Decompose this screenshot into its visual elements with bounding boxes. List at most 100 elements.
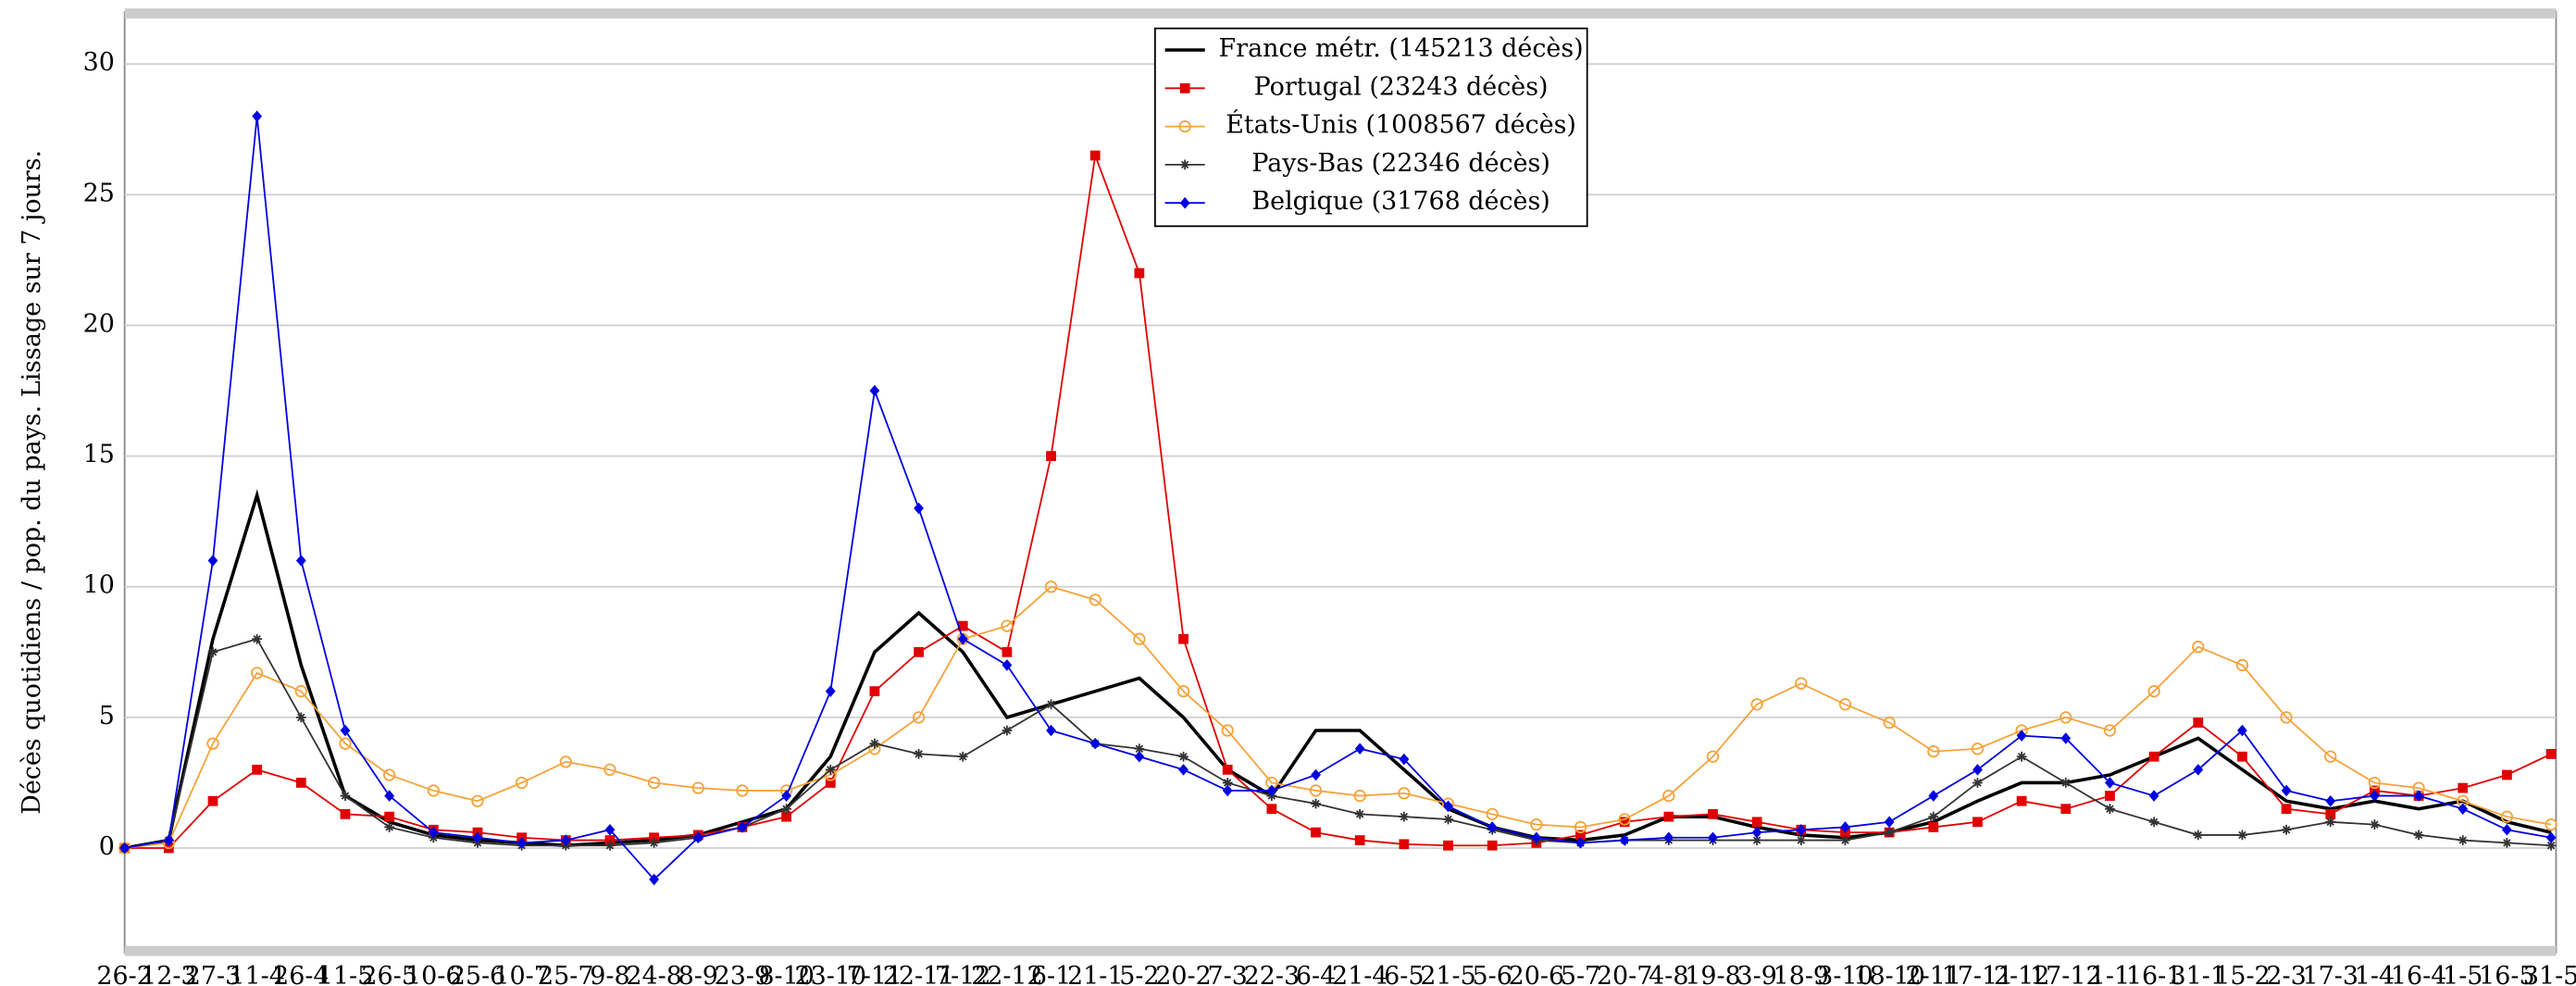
marker — [1972, 778, 1983, 788]
y-tick-label: 25 — [83, 179, 115, 207]
marker — [251, 667, 264, 680]
marker — [2368, 776, 2382, 790]
marker — [1575, 830, 1586, 841]
series — [118, 580, 2557, 855]
marker — [206, 737, 219, 750]
marker — [1751, 817, 1762, 828]
x-tick-label: 22-11 — [883, 962, 955, 986]
x-tick-label: 6-5 — [1384, 962, 1424, 986]
x-tick-label: 17-12 — [2030, 962, 2102, 986]
marker — [1971, 743, 1985, 755]
marker — [472, 831, 483, 844]
marker — [647, 776, 661, 790]
marker — [869, 686, 880, 697]
series-line — [124, 489, 2552, 850]
marker — [1133, 632, 1146, 645]
marker — [2500, 810, 2514, 823]
y-tick-label: 15 — [83, 441, 115, 469]
marker — [1795, 677, 1808, 690]
marker — [207, 795, 218, 806]
marker — [1618, 813, 1631, 826]
marker — [119, 842, 131, 855]
marker — [2545, 818, 2557, 831]
marker — [2325, 808, 2336, 819]
x-tick-label: 10-6 — [405, 962, 461, 986]
x-tick-label: 23-10 — [794, 962, 866, 986]
x-tick-label: 4-8 — [1649, 962, 1688, 986]
x-tick-label: 6-4 — [1296, 962, 1336, 986]
marker — [2060, 778, 2072, 788]
marker — [737, 821, 748, 833]
marker — [2237, 830, 2247, 841]
marker — [1706, 750, 1720, 763]
marker — [1222, 778, 1233, 788]
marker — [2502, 838, 2512, 848]
marker — [825, 685, 836, 697]
marker — [736, 784, 749, 797]
x-tick-label: 12-3 — [141, 962, 196, 986]
marker — [604, 835, 616, 845]
marker — [1972, 764, 1983, 776]
marker — [1354, 835, 1365, 845]
marker — [781, 811, 791, 822]
marker — [252, 633, 263, 644]
marker — [252, 764, 263, 775]
marker — [604, 823, 616, 836]
marker — [1928, 822, 1939, 832]
x-tick-label: 22-3 — [1244, 962, 1300, 986]
marker — [1178, 633, 1188, 644]
marker — [1927, 744, 1940, 758]
marker — [1708, 831, 1718, 844]
marker — [471, 794, 484, 807]
marker — [340, 724, 351, 737]
marker — [1928, 811, 1939, 822]
marker — [1398, 787, 1411, 800]
marker — [1487, 840, 1498, 851]
marker — [2281, 824, 2292, 835]
marker — [1178, 119, 1191, 133]
marker — [1530, 818, 1543, 831]
marker — [1884, 827, 1895, 838]
x-tick-label: 16-5 — [2479, 962, 2534, 986]
marker — [1574, 820, 1587, 834]
marker — [1662, 789, 1675, 803]
marker — [1176, 685, 1190, 698]
marker — [2060, 711, 2072, 724]
marker — [825, 764, 836, 775]
x-tick-label: 26-5 — [361, 962, 417, 986]
x-tick-label: 11-4 — [229, 962, 284, 986]
marker — [384, 811, 395, 822]
marker — [1134, 743, 1145, 755]
marker — [1178, 764, 1188, 776]
x-tick-label: 17-3 — [2303, 962, 2358, 986]
marker — [1311, 798, 1321, 809]
x-tick-label: 27-3 — [185, 962, 241, 986]
x-tick-label: 26-2 — [96, 962, 152, 986]
marker — [1134, 750, 1145, 763]
marker — [560, 834, 571, 846]
marker — [869, 384, 880, 397]
x-tick-label: 19-8 — [1685, 962, 1740, 986]
marker — [1179, 82, 1190, 94]
marker — [691, 781, 704, 794]
marker — [295, 778, 306, 788]
x-tick-label: 5-6 — [1473, 962, 1512, 986]
x-tick-label: 7-12 — [935, 962, 990, 986]
marker — [1619, 817, 1630, 828]
legend-label: Portugal (23243 décès) — [1254, 72, 1549, 101]
marker — [2502, 823, 2512, 836]
marker — [1179, 159, 1190, 170]
marker — [2148, 751, 2159, 762]
x-tick-label: 2-3 — [2266, 962, 2306, 986]
marker — [2016, 751, 2027, 762]
x-tick-label: 31-1 — [2171, 962, 2226, 986]
marker — [2545, 840, 2557, 851]
x-tick-label: 1-1 — [2090, 962, 2130, 986]
marker — [295, 555, 306, 567]
marker — [649, 873, 659, 886]
marker — [515, 776, 529, 790]
marker — [1353, 789, 1366, 803]
marker — [1178, 751, 1188, 762]
